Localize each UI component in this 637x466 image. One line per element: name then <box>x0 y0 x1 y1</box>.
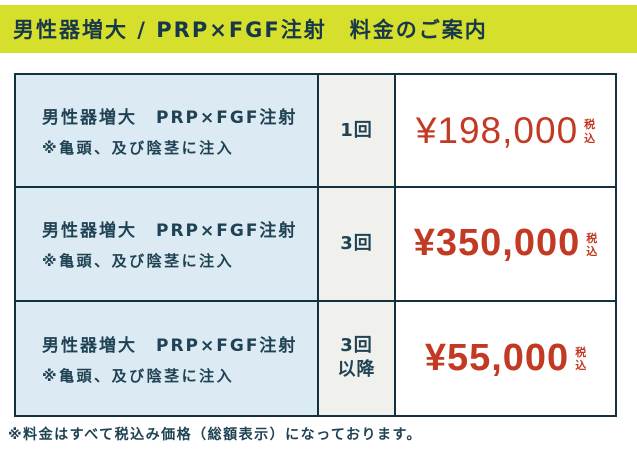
frequency-line: 3回 <box>340 232 373 254</box>
frequency-cell: 3回 以降 <box>319 301 396 415</box>
tax-included-label: 税込 <box>586 231 598 258</box>
frequency-cell: 3回 <box>319 188 396 300</box>
frequency-line: 3回 <box>340 335 373 357</box>
service-cell: 男性器増大 PRP×FGF注射 ※亀頭、及び陰茎に注入 <box>16 301 319 415</box>
tax-included-label: 税込 <box>575 346 587 373</box>
price-table: 男性器増大 PRP×FGF注射 ※亀頭、及び陰茎に注入 1回 ¥198,000 … <box>14 73 617 417</box>
price-cell: ¥198,000 税込 <box>396 75 615 187</box>
frequency-line: 以降 <box>337 359 376 381</box>
service-note: ※亀頭、及び陰茎に注入 <box>42 139 235 158</box>
service-name: 男性器増大 PRP×FGF注射 <box>42 221 298 242</box>
frequency-cell: 1回 <box>319 75 396 187</box>
page-title: 男性器増大 / PRP×FGF注射 料金のご案内 <box>13 18 488 42</box>
service-name: 男性器増大 PRP×FGF注射 <box>42 108 298 129</box>
tax-included-label: 税込 <box>584 118 596 145</box>
frequency-line: 1回 <box>340 119 373 141</box>
service-cell: 男性器増大 PRP×FGF注射 ※亀頭、及び陰茎に注入 <box>16 188 319 300</box>
price-cell: ¥55,000 税込 <box>396 301 615 415</box>
service-note: ※亀頭、及び陰茎に注入 <box>42 252 235 271</box>
footer-note: ※料金はすべて税込み価格（総額表示）になっております。 <box>8 427 423 443</box>
price-cell: ¥350,000 税込 <box>396 188 615 300</box>
table-row: 男性器増大 PRP×FGF注射 ※亀頭、及び陰茎に注入 3回 以降 ¥55,00… <box>16 301 615 415</box>
service-cell: 男性器増大 PRP×FGF注射 ※亀頭、及び陰茎に注入 <box>16 75 319 187</box>
price-amount: ¥350,000 <box>413 222 581 265</box>
price-amount: ¥55,000 <box>424 336 570 379</box>
table-row: 男性器増大 PRP×FGF注射 ※亀頭、及び陰茎に注入 1回 ¥198,000 … <box>16 75 615 189</box>
table-row: 男性器増大 PRP×FGF注射 ※亀頭、及び陰茎に注入 3回 ¥350,000 … <box>16 188 615 302</box>
title-bar: 男性器増大 / PRP×FGF注射 料金のご案内 <box>0 5 637 53</box>
price-amount: ¥198,000 <box>415 109 579 151</box>
service-note: ※亀頭、及び陰茎に注入 <box>42 366 235 385</box>
service-name: 男性器増大 PRP×FGF注射 <box>42 335 298 356</box>
